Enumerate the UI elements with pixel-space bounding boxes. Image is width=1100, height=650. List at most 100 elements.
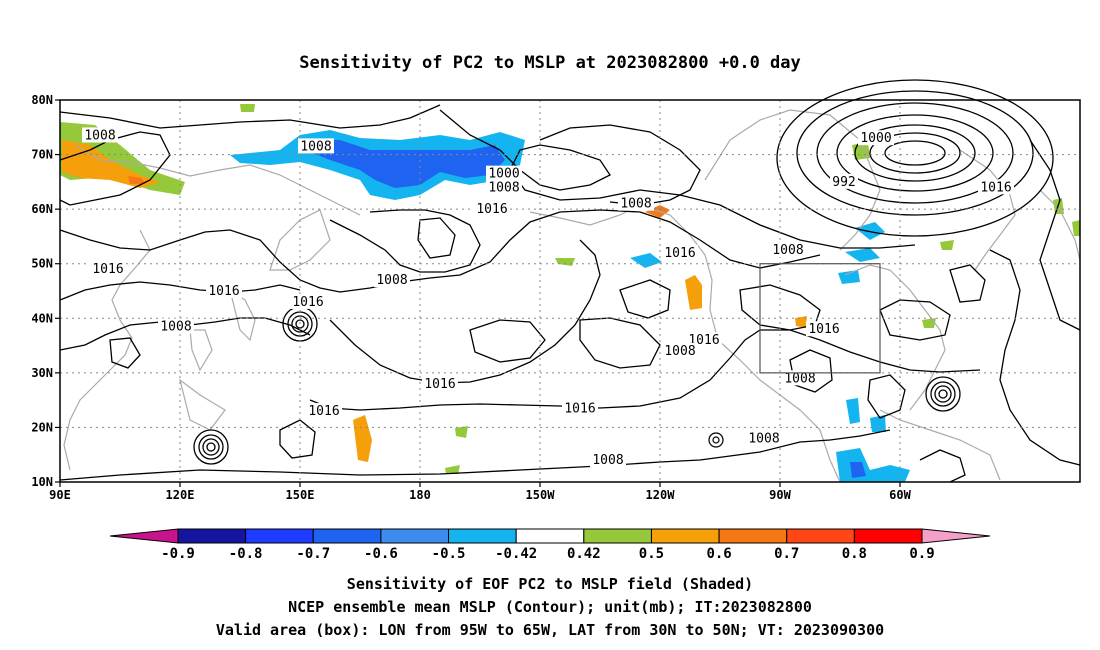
contour-label: 1016 — [208, 284, 239, 299]
negative-patch-south-core — [850, 462, 866, 478]
lat-tick-label: 10N — [31, 475, 53, 489]
lat-tick-label: 30N — [31, 366, 53, 380]
positive-patch-midpacific-green — [455, 426, 468, 438]
contour-label: 1016 — [424, 377, 455, 392]
lat-tick-label: 40N — [31, 311, 53, 325]
colorbar-level-label: 0.6 — [706, 546, 731, 562]
figure-title: Sensitivity of PC2 to MSLP at 2023082800… — [299, 53, 801, 73]
contour-label-bg — [662, 244, 698, 260]
lon-tick-label: 150E — [286, 488, 315, 502]
negative-patch-labrador — [855, 222, 885, 240]
contour-label-bg — [770, 242, 806, 258]
colorbar-level-label: -0.8 — [229, 546, 263, 562]
colorbar-high-arrow — [921, 528, 991, 544]
positive-patch-greenland-dot — [240, 104, 255, 112]
longitude-axis: 90E 120E 150E 180 150W 120W 90W 60W — [49, 482, 912, 502]
colorbar-segment — [718, 528, 788, 544]
colorbar-segment — [786, 528, 855, 544]
contour-label: 1016 — [308, 404, 339, 419]
lat-lon-grid — [60, 100, 1080, 482]
positive-patch-east-green-4 — [1072, 220, 1080, 236]
colorbar-segment — [515, 528, 585, 544]
contour-label: 992 — [832, 175, 855, 190]
lat-tick-label: 60N — [31, 202, 53, 216]
map-frame — [59, 99, 1081, 483]
colorbar-level-label: 0.8 — [842, 546, 867, 562]
low-pressure-system-iceland — [776, 79, 1054, 237]
colorbar-level-label: -0.5 — [432, 546, 466, 562]
contour-label: 1008 — [84, 128, 115, 143]
positive-patch-east-green-1 — [940, 240, 954, 250]
positive-patch-alaska — [645, 205, 670, 218]
contour-label-bg — [298, 138, 334, 154]
colorbar-level-label: -0.7 — [296, 546, 330, 562]
colorbar-level-label: 0.9 — [909, 546, 934, 562]
colorbar-segment — [177, 528, 247, 544]
lat-tick-label: 80N — [31, 93, 53, 107]
low-pressure-system-atlantic — [925, 376, 961, 412]
contour-label-bg — [486, 165, 522, 181]
contour-label-bg — [830, 173, 858, 189]
colorbar-level-label: 0.5 — [639, 546, 664, 562]
contour-label: 1000 — [488, 167, 519, 182]
contour-label: 1008 — [488, 180, 519, 195]
contour-label: 1016 — [664, 246, 695, 261]
contour-label-bg — [306, 403, 342, 419]
contour-label-bg — [374, 272, 410, 288]
negative-patch-greatlakes — [838, 270, 860, 284]
contour-label: 1008 — [784, 371, 815, 386]
contour-label: 1008 — [300, 139, 331, 154]
contour-label: 1008 — [376, 273, 407, 288]
contour-label: 1016 — [808, 322, 839, 337]
contour-label-bg — [206, 283, 242, 298]
lon-tick-label: 120E — [166, 488, 195, 502]
colorbar-segment — [650, 528, 720, 544]
contour-label-bg — [590, 452, 626, 468]
contour-label-bg — [858, 130, 894, 146]
colorbar-level-label: 0.42 — [567, 546, 601, 562]
positive-patch-ocean-green — [445, 465, 460, 474]
colorbar-segment — [583, 528, 652, 544]
contour-label: 1000 — [860, 131, 891, 146]
coastlines — [63, 109, 1081, 483]
lon-tick-label: 90W — [769, 488, 791, 502]
lon-tick-label: 150W — [526, 488, 556, 502]
contour-label-bg — [562, 400, 598, 416]
low-pressure-system-typhoon-2 — [193, 429, 229, 465]
contour-label: 1016 — [476, 202, 507, 217]
colorbar: -0.9 -0.8 -0.7 -0.6 -0.5 -0.42 0.42 0.5 0.6 0.7 0.… — [109, 528, 991, 562]
negative-patch-arctic-core — [310, 140, 505, 188]
contour-label-bg — [82, 127, 118, 143]
contour-label-bg — [746, 430, 782, 446]
colorbar-level-label: -0.42 — [495, 546, 537, 562]
latitude-axis: 80N 70N 60N 50N 40N 30N 20N 10N — [31, 93, 60, 489]
lon-tick-label: 120W — [646, 488, 676, 502]
colorbar-level-label: -0.9 — [161, 546, 195, 562]
caption-line-2: NCEP ensemble mean MSLP (Contour); unit(… — [288, 598, 812, 616]
contour-label: 1016 — [292, 295, 323, 310]
contour-label: 1008 — [748, 431, 779, 446]
positive-patch-west-coast — [685, 275, 702, 310]
positive-patch-mexico — [795, 316, 807, 328]
contour-label-bg — [158, 318, 194, 334]
colorbar-segment — [245, 528, 314, 544]
colorbar-segment — [853, 528, 923, 544]
contour-label-bg — [806, 321, 842, 337]
contour-label-bg — [662, 343, 698, 359]
positive-patch-west-dot — [128, 176, 145, 184]
lon-tick-label: 90E — [49, 488, 71, 502]
colorbar-level-label: -0.6 — [364, 546, 398, 562]
contour-label-bg — [290, 293, 326, 309]
positive-patch-midpacific — [353, 415, 372, 462]
contour-label-bg — [978, 179, 1014, 195]
colorbar-segment — [448, 528, 517, 544]
contour-label-bg — [422, 375, 458, 391]
contour-label: 1008 — [620, 197, 651, 212]
contour-label: 1008 — [772, 243, 803, 258]
colorbar-level-label: 0.7 — [774, 546, 799, 562]
low-pressure-system-small — [708, 432, 724, 448]
negative-patch-caribbean-2 — [870, 415, 886, 432]
